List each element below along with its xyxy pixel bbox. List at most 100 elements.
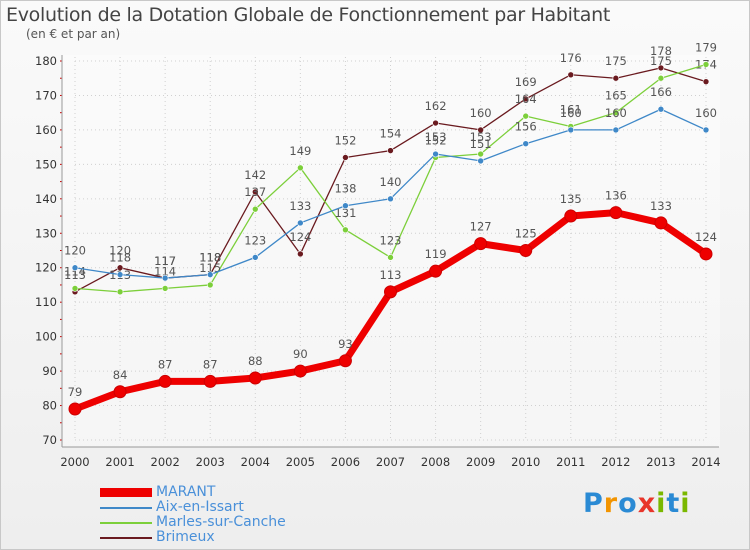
x-tick-label: 2009	[466, 455, 495, 469]
legend-item-marles-sur-canche[interactable]: Marles-sur-Canche	[100, 514, 420, 530]
x-tick-label: 2013	[646, 455, 675, 469]
y-minor-tick	[60, 112, 62, 114]
legend-label-marant: MARANT	[156, 484, 216, 500]
data-point	[158, 374, 172, 388]
legend-swatch-brimeux	[100, 537, 152, 539]
data-label: 113	[380, 268, 402, 282]
data-point	[297, 164, 304, 172]
data-point	[567, 126, 575, 134]
y-minor-tick	[60, 387, 62, 389]
data-label: 152	[425, 133, 447, 147]
data-label: 135	[560, 192, 582, 206]
data-label: 118	[199, 251, 221, 265]
data-point	[522, 112, 530, 120]
y-minor-tick	[60, 146, 62, 148]
data-label: 153	[425, 130, 447, 144]
data-label: 140	[380, 175, 402, 189]
data-point	[342, 202, 349, 210]
x-tick-label: 2006	[331, 455, 360, 469]
data-label: 124	[695, 230, 717, 244]
y-minor-tick	[60, 60, 62, 62]
logo-letter: o	[618, 488, 638, 519]
x-tick-label: 2005	[286, 455, 315, 469]
data-point	[474, 237, 488, 251]
y-tick-label: 120	[35, 261, 57, 275]
logo-letter: r	[603, 488, 619, 519]
data-label: 136	[605, 189, 627, 203]
legend-item-brimeux[interactable]: Brimeux	[100, 529, 420, 545]
data-label: 137	[244, 185, 266, 199]
data-point	[161, 274, 169, 282]
legend-item-aix-en-issart[interactable]: Aix-en-Issart	[100, 499, 420, 515]
data-label: 162	[425, 99, 447, 113]
logo-letter: i	[680, 488, 691, 519]
data-point	[387, 147, 394, 154]
data-label: 87	[158, 357, 173, 371]
y-minor-tick	[60, 232, 62, 234]
data-label: 124	[289, 230, 311, 244]
data-point	[68, 402, 82, 416]
x-tick-label: 2003	[196, 455, 225, 469]
y-tick-label: 110	[35, 295, 57, 309]
data-point	[429, 264, 443, 278]
y-tick-label: 100	[35, 330, 57, 344]
data-label: 125	[515, 227, 537, 241]
data-label: 118	[199, 251, 221, 265]
x-tick-label: 2001	[105, 455, 134, 469]
data-label: 117	[154, 254, 176, 268]
legend-item-marant[interactable]: MARANT	[100, 484, 420, 500]
data-label: 133	[289, 199, 311, 213]
y-tick-label: 180	[35, 54, 57, 68]
y-tick-label: 150	[35, 157, 57, 171]
data-point	[657, 64, 665, 72]
data-point	[477, 157, 484, 165]
legend: MARANT Aix-en-Issart Marles-sur-Canche B…	[100, 484, 420, 545]
data-point	[206, 281, 214, 289]
data-label: 160	[695, 106, 717, 120]
y-minor-tick	[60, 198, 62, 200]
logo-letter: x	[637, 488, 657, 519]
y-tick-label: 170	[35, 88, 57, 102]
y-minor-tick	[60, 129, 62, 131]
y-tick-label: 70	[42, 433, 57, 447]
x-tick-label: 2012	[601, 455, 630, 469]
data-point	[567, 71, 575, 79]
y-minor-tick	[60, 267, 62, 269]
x-tick-label: 2007	[376, 455, 405, 469]
y-minor-tick	[60, 336, 62, 338]
y-minor-tick	[60, 301, 62, 303]
data-point	[251, 188, 259, 196]
data-label: 142	[244, 168, 266, 182]
x-tick-label: 2002	[151, 455, 180, 469]
data-label: 138	[334, 182, 356, 196]
legend-label-brimeux: Brimeux	[156, 529, 215, 545]
data-label: 160	[605, 106, 627, 120]
data-point	[702, 78, 710, 85]
data-label: 131	[334, 206, 356, 220]
y-minor-tick	[60, 94, 62, 96]
data-label: 88	[248, 354, 263, 368]
data-label: 84	[113, 368, 128, 382]
data-point	[251, 254, 259, 261]
data-point	[432, 119, 439, 127]
data-point	[297, 250, 304, 258]
y-minor-tick	[60, 77, 62, 79]
data-point	[387, 254, 394, 261]
data-label: 120	[64, 244, 86, 258]
data-point	[654, 216, 668, 230]
data-point	[612, 126, 620, 134]
data-label: 117	[154, 254, 176, 268]
legend-label-aix-en-issart: Aix-en-Issart	[156, 499, 244, 515]
data-point	[71, 285, 79, 292]
data-point	[338, 354, 352, 368]
data-label: 165	[605, 89, 627, 103]
data-point	[297, 219, 304, 227]
data-label: 152	[334, 133, 356, 147]
data-label: 153	[470, 130, 492, 144]
x-tick-label: 2000	[60, 455, 89, 469]
data-label: 151	[470, 137, 492, 151]
data-point	[432, 150, 439, 158]
data-point	[203, 374, 217, 388]
data-point	[113, 385, 127, 399]
